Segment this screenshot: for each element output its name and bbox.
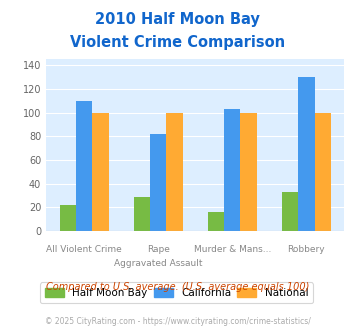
Text: Murder & Mans...: Murder & Mans... xyxy=(193,245,271,254)
Bar xyxy=(208,212,224,231)
Bar xyxy=(298,77,315,231)
Text: Robbery: Robbery xyxy=(288,245,325,254)
Bar xyxy=(76,101,92,231)
Text: 2010 Half Moon Bay: 2010 Half Moon Bay xyxy=(95,12,260,26)
Bar xyxy=(240,113,257,231)
Bar xyxy=(166,113,183,231)
Legend: Half Moon Bay, California, National: Half Moon Bay, California, National xyxy=(40,282,313,303)
Text: © 2025 CityRating.com - https://www.cityrating.com/crime-statistics/: © 2025 CityRating.com - https://www.city… xyxy=(45,317,310,326)
Bar xyxy=(315,113,331,231)
Text: Rape: Rape xyxy=(147,245,170,254)
Text: Compared to U.S. average. (U.S. average equals 100): Compared to U.S. average. (U.S. average … xyxy=(46,282,309,292)
Text: Violent Crime Comparison: Violent Crime Comparison xyxy=(70,35,285,50)
Bar xyxy=(92,113,109,231)
Text: Aggravated Assault: Aggravated Assault xyxy=(114,259,202,268)
Bar xyxy=(224,109,240,231)
Bar xyxy=(150,134,166,231)
Bar xyxy=(60,205,76,231)
Text: All Violent Crime: All Violent Crime xyxy=(46,245,122,254)
Bar xyxy=(134,197,150,231)
Bar xyxy=(282,192,298,231)
